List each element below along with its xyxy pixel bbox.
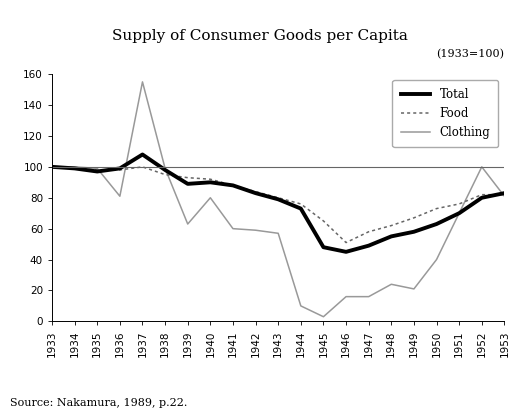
Total (411, 229, 417, 234)
Clothing (230, 226, 236, 231)
Total (297, 206, 304, 211)
Line: Clothing: Clothing (52, 82, 504, 317)
Food (411, 215, 417, 220)
Total (117, 166, 123, 171)
Clothing (366, 294, 372, 299)
Total (479, 195, 485, 200)
Food (49, 164, 55, 169)
Total (162, 167, 168, 172)
Food (207, 177, 214, 182)
Food (479, 192, 485, 197)
Clothing (207, 195, 214, 200)
Food (320, 218, 327, 223)
Food (297, 201, 304, 206)
Clothing (253, 228, 259, 233)
Clothing (501, 194, 508, 199)
Food (253, 189, 259, 194)
Clothing (162, 166, 168, 171)
Total (366, 243, 372, 248)
Clothing (49, 164, 55, 169)
Clothing (139, 80, 146, 84)
Food (117, 167, 123, 172)
Text: Source: Nakamura, 1989, p.22.: Source: Nakamura, 1989, p.22. (10, 398, 188, 408)
Food (72, 166, 78, 171)
Food (185, 175, 191, 180)
Total (94, 169, 100, 174)
Legend: Total, Food, Clothing: Total, Food, Clothing (392, 80, 499, 147)
Clothing (275, 231, 281, 236)
Total (139, 152, 146, 157)
Clothing (456, 211, 462, 216)
Total (320, 245, 327, 250)
Food (388, 223, 395, 228)
Total (501, 191, 508, 196)
Clothing (388, 282, 395, 287)
Food (434, 206, 440, 211)
Clothing (117, 194, 123, 199)
Line: Food: Food (52, 167, 504, 243)
Clothing (434, 257, 440, 262)
Food (456, 201, 462, 206)
Total (230, 183, 236, 188)
Total (207, 180, 214, 185)
Clothing (320, 314, 327, 319)
Total (72, 166, 78, 171)
Clothing (343, 294, 349, 299)
Total (185, 181, 191, 186)
Food (343, 240, 349, 245)
Food (94, 167, 100, 172)
Clothing (72, 164, 78, 169)
Line: Total: Total (52, 154, 504, 252)
Food (230, 183, 236, 188)
Total (456, 211, 462, 216)
Clothing (411, 286, 417, 291)
Food (139, 164, 146, 169)
Total (343, 249, 349, 254)
Clothing (94, 166, 100, 171)
Total (49, 164, 55, 169)
Total (388, 234, 395, 239)
Total (275, 197, 281, 202)
Food (162, 172, 168, 177)
Clothing (479, 164, 485, 169)
Text: (1933=100): (1933=100) (436, 49, 504, 60)
Text: Supply of Consumer Goods per Capita: Supply of Consumer Goods per Capita (112, 29, 408, 43)
Food (275, 195, 281, 200)
Clothing (185, 222, 191, 227)
Food (366, 229, 372, 234)
Clothing (297, 303, 304, 308)
Total (253, 191, 259, 196)
Total (434, 222, 440, 227)
Food (501, 192, 508, 197)
